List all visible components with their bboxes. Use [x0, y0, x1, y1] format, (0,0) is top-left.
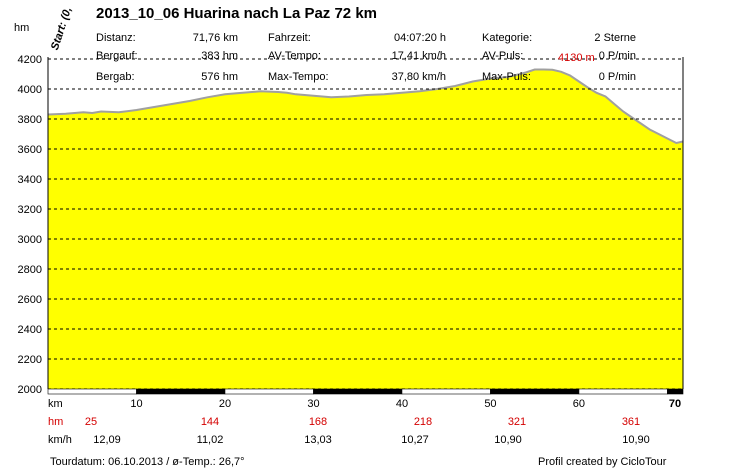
- elevation-area: [48, 69, 683, 389]
- fahrzeit-value: 04:07:20 h: [394, 32, 446, 44]
- bergauf-value: 383 hm: [201, 50, 238, 62]
- y-tick-label: 3200: [18, 204, 42, 216]
- x-tick-label: 20: [219, 398, 231, 410]
- km-bar-segment: [401, 388, 491, 395]
- maxtempo-label: Max-Tempo:: [268, 71, 329, 83]
- km-bar-segment: [667, 388, 684, 395]
- fahrzeit-label: Fahrzeit:: [268, 32, 311, 44]
- km-bar-segment: [490, 388, 580, 395]
- y-tick-label: 2600: [18, 294, 42, 306]
- y-tick-label: 2200: [18, 354, 42, 366]
- maxtempo-value: 37,80 km/h: [391, 71, 446, 83]
- y-tick-label: 4200: [18, 54, 42, 66]
- y-tick-label: 3000: [18, 234, 42, 246]
- km-bar-segment: [313, 388, 403, 395]
- hm-row-label: hm: [48, 416, 64, 428]
- y-tick-label: 3400: [18, 174, 42, 186]
- hm-segment-value: 361: [621, 416, 641, 428]
- kmh-segment-value: 10,90: [494, 434, 522, 446]
- footer-credit: Profil created by CicloTour: [538, 456, 667, 468]
- hm-segment-value: 144: [200, 416, 220, 428]
- avpuls-value: 0 P/min: [598, 50, 636, 62]
- bergab-value: 576 hm: [201, 71, 238, 83]
- kategorie-value: 2 Sterne: [594, 32, 636, 44]
- maxpuls-value: 0 P/min: [598, 71, 636, 83]
- avpuls-label: AV-Puls:: [482, 50, 524, 62]
- km-bar-segment: [578, 388, 668, 395]
- distanz-label: Distanz:: [96, 32, 136, 44]
- y-tick-label: 3800: [18, 114, 42, 126]
- y-tick-label: 3600: [18, 144, 42, 156]
- y-tick-label: 4000: [18, 84, 42, 96]
- kmh-segment-value: 11,02: [196, 434, 224, 446]
- kmh-segment-value: 13,03: [304, 434, 332, 446]
- hm-segment-value: 168: [308, 416, 328, 428]
- distanz-value: 71,76 km: [192, 32, 238, 44]
- y-tick-label: 2800: [18, 264, 42, 276]
- peak-annotation: 4130 m: [558, 52, 595, 64]
- y-tick-label: 2400: [18, 324, 42, 336]
- x-tick-label: 30: [307, 398, 319, 410]
- kmh-segment-value: 12,09: [93, 434, 121, 446]
- maxpuls-label: Max-Puls:: [482, 71, 531, 83]
- x-tick-label: 50: [484, 398, 496, 410]
- hm-segment-value: 218: [413, 416, 433, 428]
- x-tick-label: 40: [396, 398, 408, 410]
- y-unit-label: hm: [14, 22, 30, 34]
- hm-segment-value: 25: [84, 416, 98, 428]
- km-bar-segment: [136, 388, 226, 395]
- footer-tour-info: Tourdatum: 06.10.2013 / ø-Temp.: 26,7°: [50, 456, 245, 468]
- bergauf-label: Bergauf:: [96, 50, 138, 62]
- bergab-label: Bergab:: [96, 71, 135, 83]
- x-tick-label: 70: [669, 398, 681, 410]
- y-tick-label: 2000: [18, 384, 42, 396]
- km-bar-segment: [47, 388, 137, 395]
- km-bar-segment: [224, 388, 314, 395]
- km-row-label: km: [48, 398, 63, 410]
- kmh-segment-value: 10,27: [401, 434, 429, 446]
- x-tick-label: 60: [573, 398, 585, 410]
- elevation-profile-line: [47, 68, 684, 145]
- kmh-segment-value: 10,90: [622, 434, 650, 446]
- avtempo-value: 17,41 km/h: [391, 50, 446, 62]
- kategorie-label: Kategorie:: [482, 32, 533, 44]
- hm-segment-value: 321: [507, 416, 527, 428]
- chart-title: 2013_10_06 Huarina nach La Paz 72 km: [96, 5, 378, 22]
- kmh-row-label: km/h: [48, 434, 72, 446]
- x-tick-label: 10: [130, 398, 142, 410]
- avtempo-label: AV-Tempo:: [268, 50, 321, 62]
